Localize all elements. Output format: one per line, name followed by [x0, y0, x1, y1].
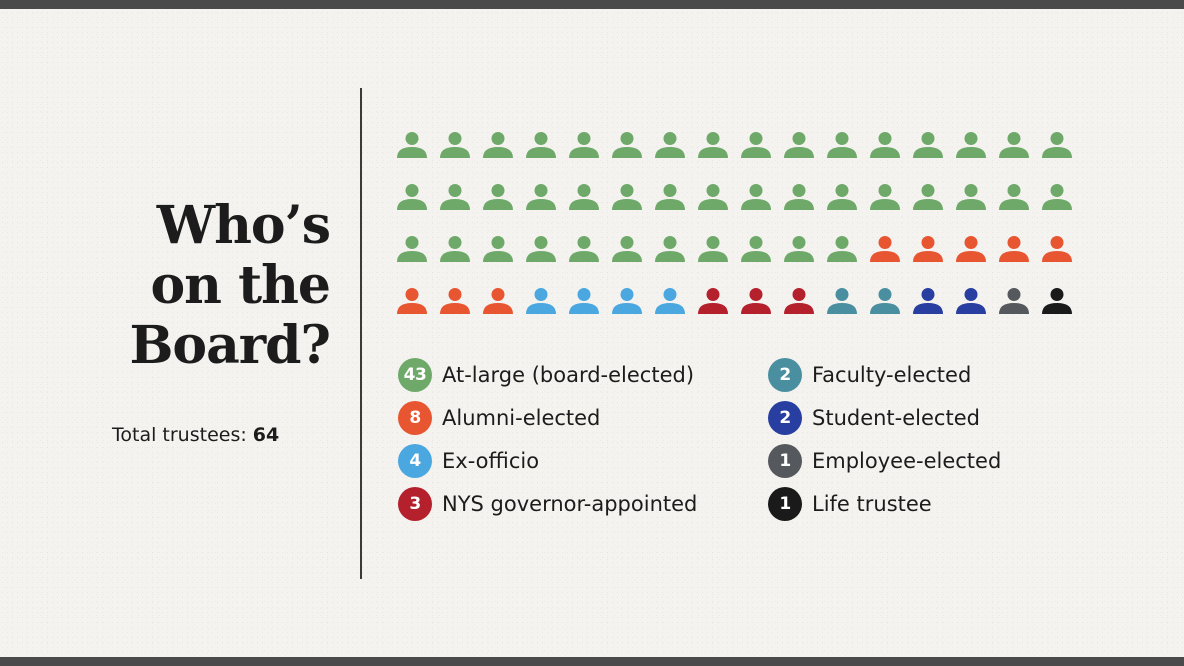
person-icon [741, 184, 771, 210]
person-icon [913, 184, 943, 210]
person-icon [1042, 184, 1072, 210]
person-icon [698, 236, 728, 262]
person-icon [870, 236, 900, 262]
person-icon [698, 288, 728, 314]
person-icon [698, 184, 728, 210]
person-icon [483, 132, 513, 158]
person-icon [999, 236, 1029, 262]
person-icon [526, 236, 556, 262]
person-icon [827, 288, 857, 314]
person-icon [1042, 132, 1072, 158]
legend-item: 2 Student-elected [768, 401, 980, 435]
person-icon [612, 288, 642, 314]
legend-count-badge: 8 [398, 401, 432, 435]
person-icon [741, 288, 771, 314]
person-icon [569, 184, 599, 210]
person-icon [827, 236, 857, 262]
person-icon [483, 288, 513, 314]
person-icon [483, 184, 513, 210]
legend-item: 8 Alumni-elected [398, 401, 600, 435]
person-icon [612, 132, 642, 158]
person-icon [397, 184, 427, 210]
person-icon [999, 132, 1029, 158]
total-value: 64 [252, 424, 280, 446]
legend-count-badge: 2 [768, 358, 802, 392]
legend-label: Faculty-elected [812, 363, 972, 387]
person-icon [655, 236, 685, 262]
legend-label: Employee-elected [812, 449, 1002, 473]
person-icon [956, 132, 986, 158]
person-icon [956, 184, 986, 210]
total-label: Total trustees: [112, 424, 247, 446]
legend-count-badge: 2 [768, 401, 802, 435]
person-icon [999, 184, 1029, 210]
person-icon [784, 236, 814, 262]
legend-item: 3 NYS governor-appointed [398, 487, 697, 521]
person-icon [741, 132, 771, 158]
person-icon [655, 132, 685, 158]
legend-item: 43 At-large (board-elected) [398, 358, 694, 392]
legend-count-badge: 43 [398, 358, 432, 392]
person-icon [526, 288, 556, 314]
legend-label: Ex-officio [442, 449, 540, 473]
total-trustees: Total trustees: 64 [112, 424, 279, 446]
person-icon [913, 236, 943, 262]
person-icon [526, 132, 556, 158]
person-icon [397, 132, 427, 158]
person-icon [440, 132, 470, 158]
legend-label: Student-elected [812, 406, 980, 430]
person-icon [440, 184, 470, 210]
person-icon [397, 288, 427, 314]
person-icon [1042, 236, 1072, 262]
person-icon [913, 132, 943, 158]
legend-count-badge: 4 [398, 444, 432, 478]
legend-label: Alumni-elected [442, 406, 601, 430]
person-icon [569, 236, 599, 262]
person-icon [440, 288, 470, 314]
person-icon [913, 288, 943, 314]
person-icon [612, 184, 642, 210]
person-icon [956, 236, 986, 262]
legend-label: NYS governor-appointed [442, 492, 698, 516]
legend-item: 2 Faculty-elected [768, 358, 971, 392]
person-icon [1042, 288, 1072, 314]
person-icon [526, 184, 556, 210]
person-icon [784, 288, 814, 314]
vertical-divider [360, 88, 362, 579]
legend-label: At-large (board-elected) [442, 363, 695, 387]
person-icon [397, 236, 427, 262]
person-icon [655, 184, 685, 210]
person-icon [784, 132, 814, 158]
person-icon [827, 132, 857, 158]
person-icon [569, 132, 599, 158]
person-icon [440, 236, 470, 262]
legend: 43 At-large (board-elected) 8 Alumni-electe… [398, 358, 1098, 528]
bottom-border [0, 657, 1184, 666]
person-icon [698, 132, 728, 158]
person-icon [741, 236, 771, 262]
person-icon [827, 184, 857, 210]
person-icon [483, 236, 513, 262]
person-icon [784, 184, 814, 210]
person-icon [870, 132, 900, 158]
legend-item: 1 Employee-elected [768, 444, 1001, 478]
person-icon [956, 288, 986, 314]
person-icon [569, 288, 599, 314]
person-icon [612, 236, 642, 262]
top-border [0, 0, 1184, 9]
person-icon [999, 288, 1029, 314]
person-icon [655, 288, 685, 314]
legend-count-badge: 1 [768, 487, 802, 521]
legend-label: Life trustee [812, 492, 932, 516]
legend-item: 4 Ex-officio [398, 444, 539, 478]
legend-item: 1 Life trustee [768, 487, 932, 521]
legend-count-badge: 3 [398, 487, 432, 521]
legend-count-badge: 1 [768, 444, 802, 478]
person-icon [870, 288, 900, 314]
page-title: Who’s on the Board? [129, 195, 331, 376]
person-icon [870, 184, 900, 210]
pictogram-grid [397, 132, 1072, 314]
